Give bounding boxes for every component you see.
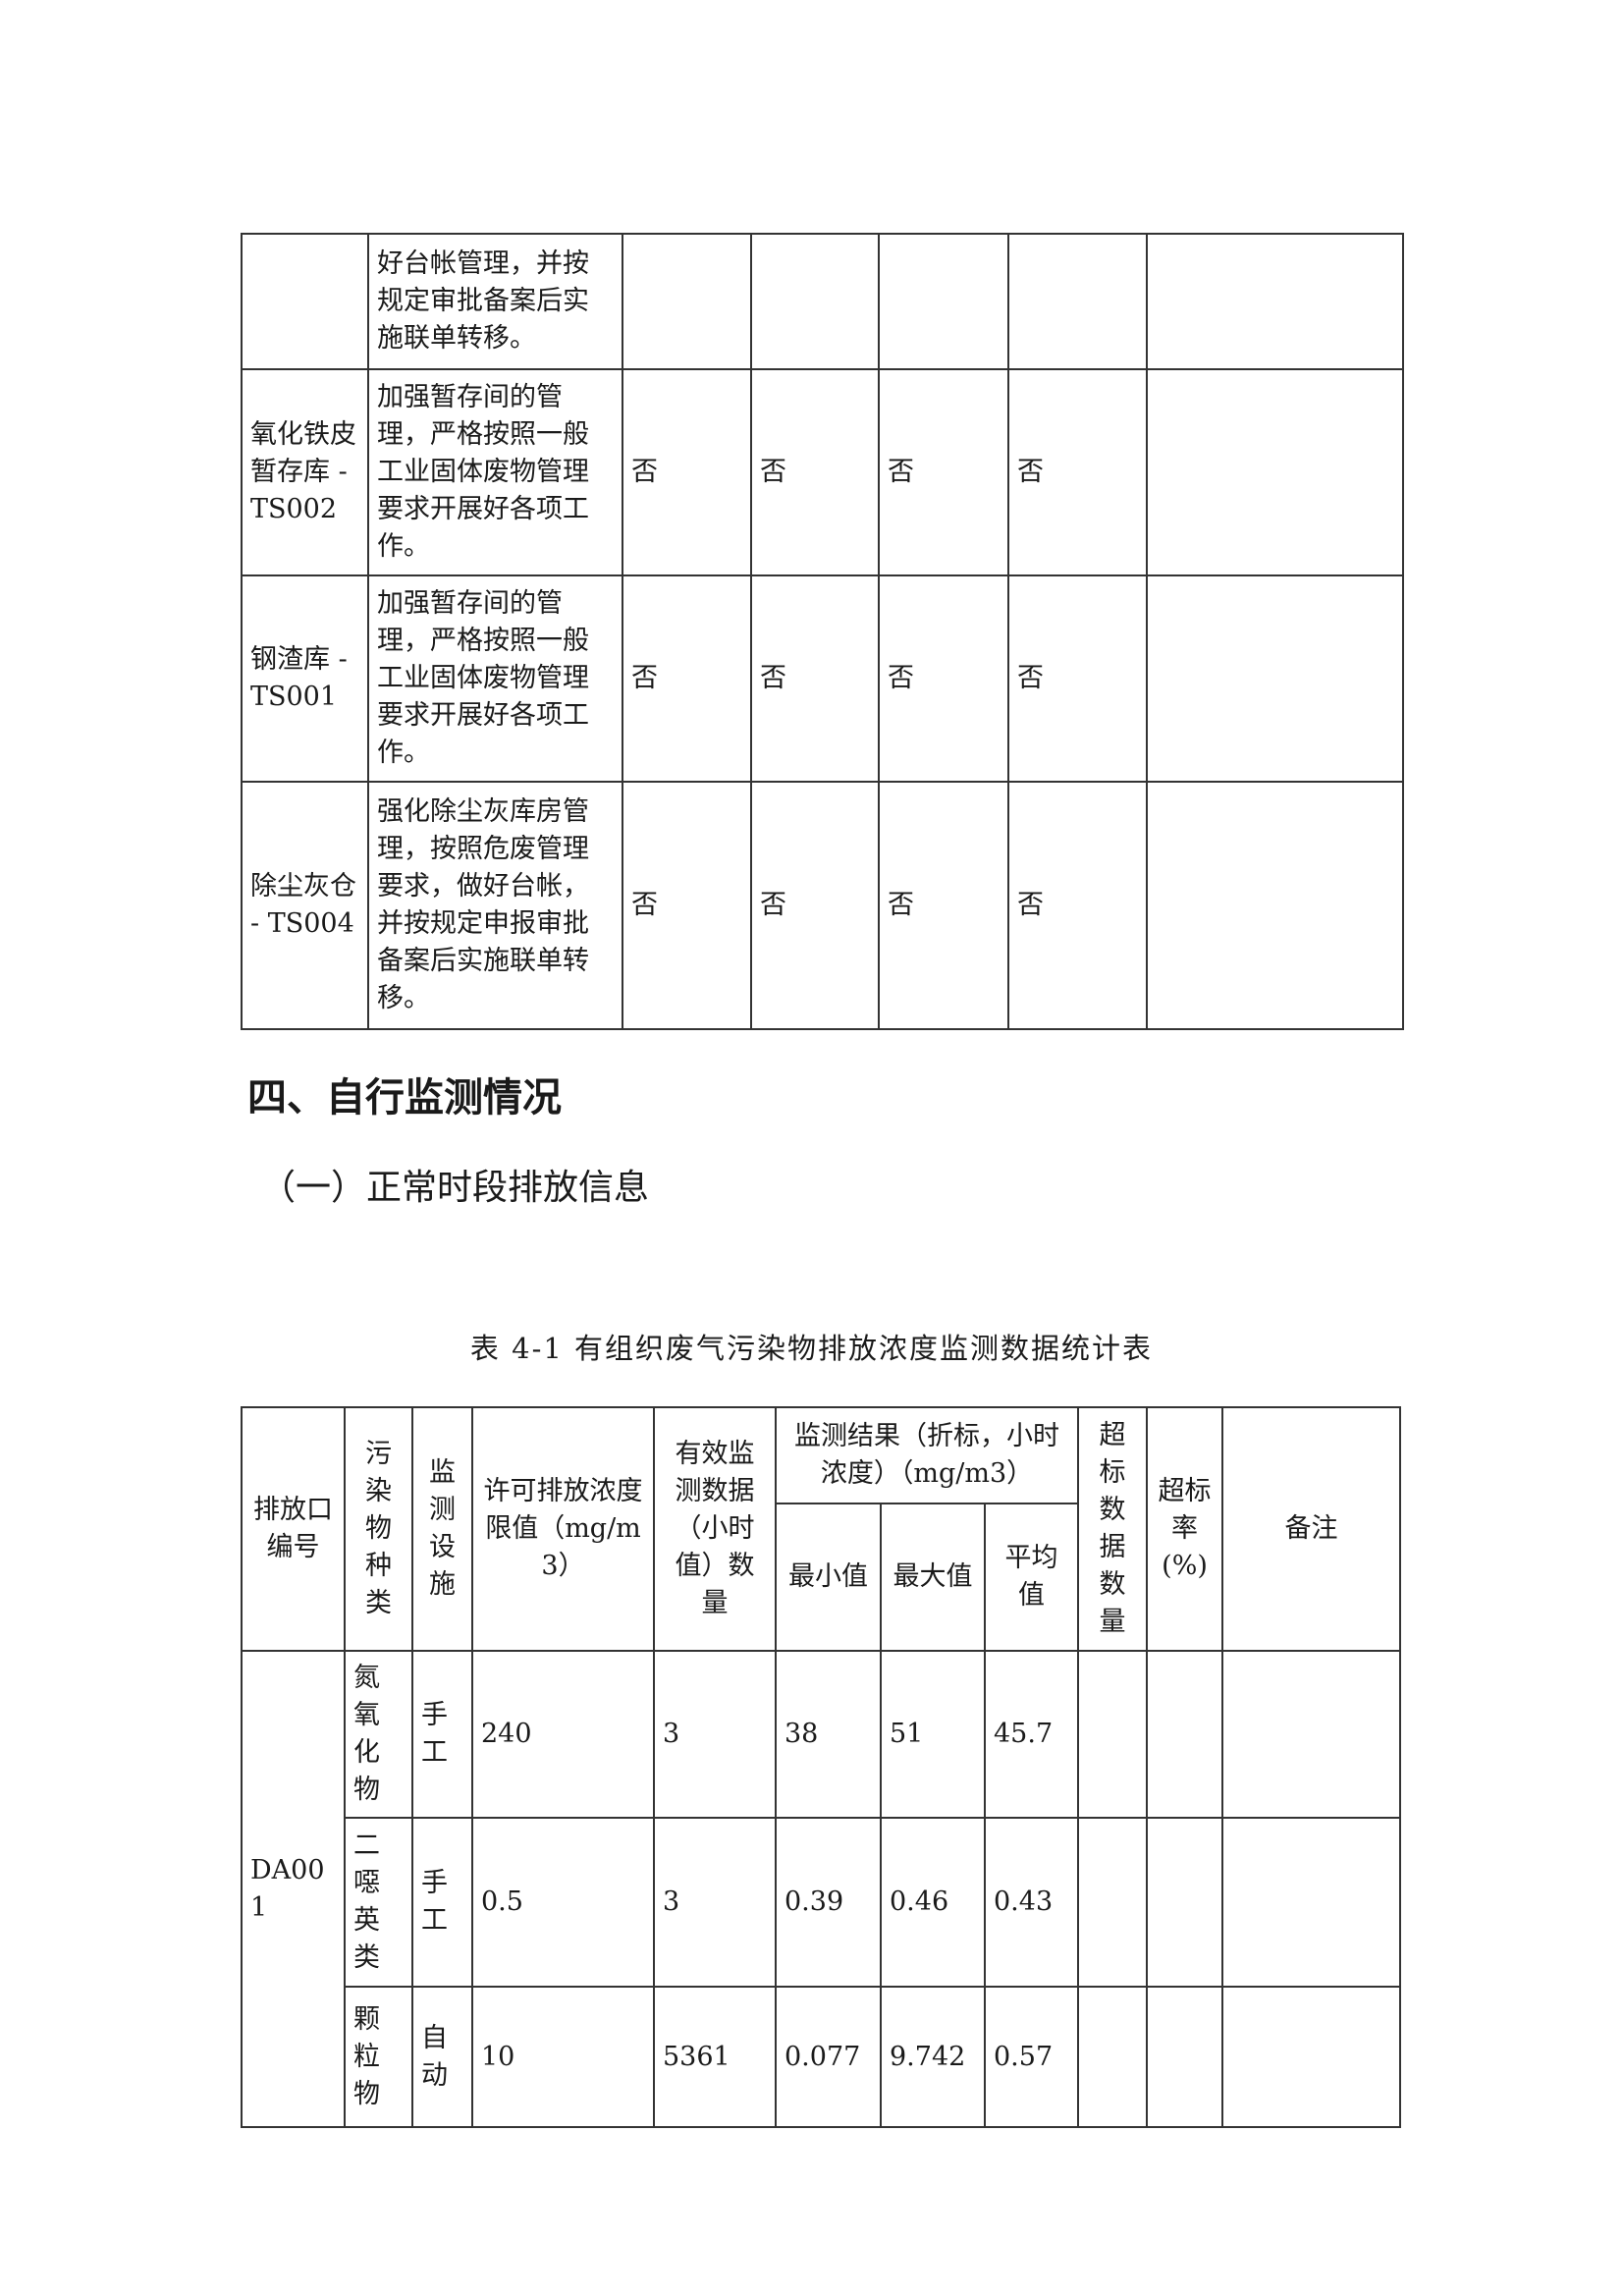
max: 51	[880, 1650, 986, 1819]
measure-text: 强化除尘灰库房管理，按照危废管理要求，做好台帐，并按规定申报审批备案后实施联单转…	[367, 781, 623, 1030]
cell: 否	[878, 574, 1009, 783]
count: 3	[653, 1650, 777, 1819]
header-limit: 许可排放浓度限值（mg/m3）	[471, 1406, 655, 1652]
table-row: 除尘灰仓 - TS004 强化除尘灰库房管理，按照危废管理要求，做好台帐，并按规…	[241, 781, 1404, 1030]
exceed-count	[1077, 1986, 1149, 2128]
facility: 手工	[411, 1817, 473, 1988]
count: 5361	[653, 1986, 777, 2128]
min: 0.077	[775, 1986, 882, 2128]
facility: 手工	[411, 1650, 473, 1819]
table-caption: 表 4-1 有组织废气污染物排放浓度监测数据统计表	[469, 1332, 1154, 1365]
exceed-rate	[1146, 1817, 1224, 1988]
cell	[1007, 233, 1148, 370]
cell: 否	[1007, 368, 1148, 576]
facility-name: 氧化铁皮暂存库 - TS002	[241, 368, 369, 576]
table-row: DA001 氮氧化物 手工 240 3 38 51 45.7	[241, 1650, 1402, 2128]
exceed-count	[1077, 1817, 1149, 1988]
emission-monitoring-table: 排放口编号 污染物种类 监测设施 许可排放浓度限值（mg/m3） 有效监测数据（…	[241, 1406, 1402, 2128]
cell: 否	[750, 368, 880, 576]
table-row: 二噁英类 手工 0.5 3 0.39 0.46 0.43	[242, 1817, 1402, 1988]
cell: 否	[1007, 574, 1148, 783]
remark	[1221, 1986, 1402, 2128]
header-outlet: 排放口编号	[241, 1406, 346, 1652]
table-row: 氧化铁皮暂存库 - TS002 加强暂存间的管理，严格按照一般工业固体废物管理要…	[241, 368, 1404, 576]
cell: 否	[750, 781, 880, 1030]
limit: 0.5	[471, 1817, 655, 1988]
max: 9.742	[880, 1986, 986, 2128]
table-row: 钢渣库 - TS001 加强暂存间的管理，严格按照一般工业固体废物管理要求开展好…	[241, 574, 1404, 783]
subsection-heading: （一）正常时段排放信息	[260, 1168, 650, 1208]
cell: 否	[878, 781, 1009, 1030]
header-row: 最小值 最大值 平均值	[242, 1503, 1400, 1652]
exceed-count	[1077, 1650, 1149, 1819]
header-pollutant: 污染物种类	[344, 1406, 413, 1652]
facility-name: 钢渣库 - TS001	[241, 574, 369, 783]
measure-text: 加强暂存间的管理，严格按照一般工业固体废物管理要求开展好各项工作。	[367, 574, 623, 783]
header-result: 监测结果（折标，小时浓度）（mg/m3）	[774, 1406, 1080, 1504]
header-min: 最小值	[775, 1503, 882, 1652]
measure-text: 好台帐管理，并按规定审批备案后实施联单转移。	[367, 233, 623, 370]
exceed-rate	[1146, 1650, 1224, 1819]
cell	[750, 233, 880, 370]
cell: 否	[622, 368, 752, 576]
limit: 10	[471, 1986, 655, 2128]
header-exceed-rate: 超标率(%)	[1146, 1406, 1224, 1652]
cell: 否	[1007, 781, 1148, 1030]
table-row: 颗粒物 自动 10 5361 0.077 9.742 0.57	[242, 1986, 1402, 2128]
count: 3	[653, 1817, 777, 1988]
avg: 45.7	[983, 1650, 1080, 1819]
header-row: 排放口编号 污染物种类 监测设施 许可排放浓度限值（mg/m3） 有效监测数据（…	[241, 1406, 1402, 1652]
min: 38	[775, 1650, 882, 1819]
remark	[1221, 1650, 1402, 1819]
cell: 否	[878, 368, 1009, 576]
table-row: 好台帐管理，并按规定审批备案后实施联单转移。	[241, 233, 1404, 370]
waste-storage-table: 好台帐管理，并按规定审批备案后实施联单转移。 氧化铁皮暂存库 - TS002 加…	[241, 233, 1404, 1030]
cell	[622, 233, 752, 370]
cell	[878, 233, 1009, 370]
pollutant: 颗粒物	[344, 1986, 413, 2128]
cell	[1146, 368, 1404, 576]
avg: 0.43	[983, 1817, 1080, 1988]
header-count: 有效监测数据（小时值）数量	[653, 1406, 777, 1652]
header-facility: 监测设施	[411, 1406, 473, 1652]
facility-name: 除尘灰仓 - TS004	[241, 781, 369, 1030]
cell	[1146, 233, 1404, 370]
facility-name	[241, 233, 369, 370]
section-heading: 四、自行监测情况	[247, 1075, 562, 1121]
cell: 否	[622, 574, 752, 783]
exceed-rate	[1146, 1986, 1224, 2128]
avg: 0.57	[983, 1986, 1080, 2128]
max: 0.46	[880, 1817, 986, 1988]
cell	[1146, 781, 1404, 1030]
cell: 否	[750, 574, 880, 783]
min: 0.39	[775, 1817, 882, 1988]
header-max: 最大值	[880, 1503, 986, 1652]
facility: 自动	[411, 1986, 473, 2128]
cell: 否	[622, 781, 752, 1030]
header-remark: 备注	[1221, 1406, 1402, 1652]
remark	[1221, 1817, 1402, 1988]
header-avg: 平均值	[983, 1503, 1080, 1652]
limit: 240	[471, 1650, 655, 1819]
outlet-id: DA001	[241, 1650, 346, 2128]
pollutant: 氮氧化物	[344, 1650, 413, 1819]
header-exceed-count: 超标数据数量	[1077, 1406, 1149, 1652]
measure-text: 加强暂存间的管理，严格按照一般工业固体废物管理要求开展好各项工作。	[367, 368, 623, 576]
pollutant: 二噁英类	[344, 1817, 413, 1988]
cell	[1146, 574, 1404, 783]
